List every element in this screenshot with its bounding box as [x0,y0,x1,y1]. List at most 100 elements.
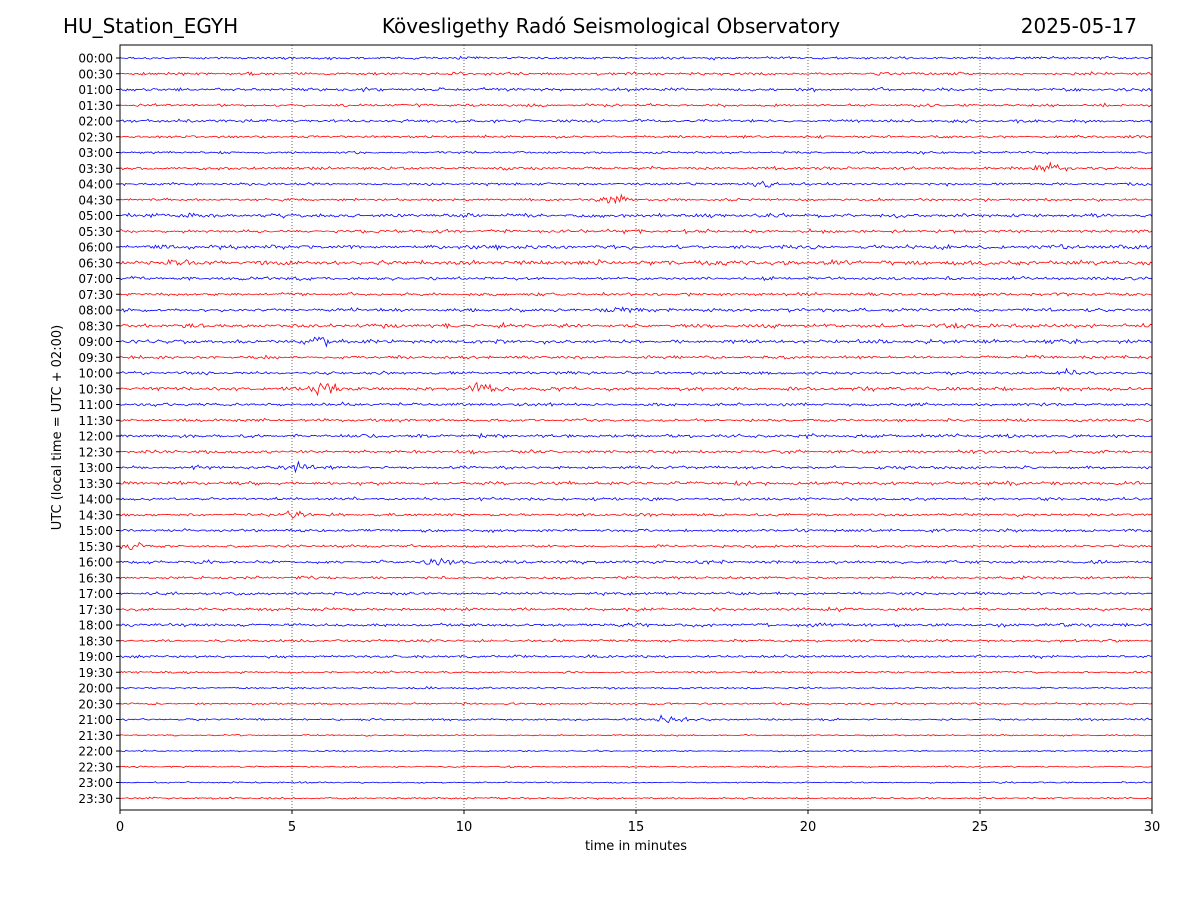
y-tick-label: 07:00 [78,272,113,286]
y-tick-label: 08:00 [78,304,113,318]
y-tick-label: 07:30 [78,288,113,302]
trace-1430 [119,510,1153,519]
y-tick-label: 05:00 [78,209,113,223]
trace-0800 [119,306,1153,314]
y-tick-label: 12:00 [78,430,113,444]
y-tick-label: 14:30 [78,508,113,522]
y-tick-label: 14:00 [78,493,113,507]
y-tick-label: 01:30 [78,99,113,113]
y-tick-label: 02:30 [78,130,113,144]
trace-0730 [119,291,1153,297]
trace-1130 [119,417,1153,423]
seismic-traces [119,55,1153,800]
y-tick-label: 06:30 [78,256,113,270]
trace-0200 [119,118,1153,124]
trace-1230 [119,449,1153,455]
y-axis-label: UTC (local time = UTC + 02:00) [50,325,65,530]
y-tick-label: 22:30 [78,760,113,774]
trace-0100 [119,86,1153,93]
trace-2030 [119,701,1153,706]
trace-1200 [119,432,1153,440]
trace-0400 [119,180,1153,188]
y-tick-label: 03:00 [78,146,113,160]
x-axis-ticks: 0 5 10 15 20 25 30 [116,810,1160,835]
trace-0600 [119,243,1153,251]
y-tick-label: 11:30 [78,414,113,428]
y-tick-label: 16:30 [78,571,113,585]
date-title: 2025-05-17 [1020,14,1137,38]
trace-0830 [119,321,1153,330]
trace-1400 [119,496,1153,502]
y-tick-label: 02:00 [78,115,113,129]
y-tick-label: 22:00 [78,745,113,759]
trace-1730 [119,606,1153,613]
y-tick-label: 04:30 [78,193,113,207]
y-tick-label: 13:00 [78,461,113,475]
trace-0030 [119,71,1153,77]
y-tick-label: 15:30 [78,540,113,554]
y-tick-label: 10:00 [78,367,113,381]
trace-1630 [119,575,1153,581]
y-tick-label: 09:00 [78,335,113,349]
y-tick-label: 03:30 [78,162,113,176]
trace-0330 [119,161,1153,173]
trace-0530 [119,228,1153,235]
trace-1030 [119,381,1153,397]
station-title: HU_Station_EGYH [63,14,239,38]
y-tick-label: 21:30 [78,729,113,743]
y-tick-label: 13:30 [78,477,113,491]
trace-0130 [119,102,1153,108]
trace-1000 [119,367,1153,376]
y-tick-label: 20:30 [78,697,113,711]
trace-1300 [119,460,1153,474]
y-tick-label: 19:00 [78,650,113,664]
trace-0300 [119,150,1153,155]
trace-2100 [119,714,1153,724]
y-tick-label: 17:30 [78,603,113,617]
y-tick-label: 10:30 [78,382,113,396]
y-tick-label: 15:00 [78,524,113,538]
y-tick-label: 23:00 [78,776,113,790]
trace-1700 [119,591,1153,596]
trace-1830 [119,638,1153,643]
y-tick-label: 01:00 [78,83,113,97]
y-tick-label: 05:30 [78,225,113,239]
y-tick-label: 12:30 [78,445,113,459]
x-axis-label: time in minutes [585,839,687,854]
y-tick-label: 16:00 [78,556,113,570]
trace-2000 [119,685,1153,690]
y-tick-label: 09:30 [78,351,113,365]
x-tick-label: 5 [288,820,296,835]
x-tick-label: 10 [456,820,473,835]
y-tick-label: 04:00 [78,178,113,192]
trace-1100 [119,401,1153,407]
trace-1900 [119,654,1153,660]
y-tick-label: 11:00 [78,398,113,412]
trace-2230 [119,765,1153,769]
observatory-title: Kövesligethy Radó Seismological Observat… [381,14,841,38]
y-tick-label: 17:00 [78,587,113,601]
trace-0700 [119,275,1153,282]
y-tick-label: 20:00 [78,682,113,696]
trace-2200 [119,749,1153,753]
y-tick-label: 06:00 [78,241,113,255]
trace-0430 [119,193,1153,205]
trace-0630 [119,258,1153,267]
trace-2330 [119,796,1153,800]
y-tick-label: 00:00 [78,52,113,66]
trace-0930 [119,354,1153,360]
trace-0900 [119,336,1153,348]
y-tick-label: 19:30 [78,666,113,680]
y-tick-label: 21:00 [78,713,113,727]
y-tick-label: 08:30 [78,319,113,333]
y-tick-label: 18:00 [78,619,113,633]
grid-lines [291,45,981,810]
x-tick-label: 0 [116,820,124,835]
y-tick-label: 23:30 [78,792,113,806]
trace-0500 [119,212,1153,219]
trace-1800 [119,622,1153,628]
x-tick-label: 15 [628,820,645,835]
trace-1600 [119,557,1153,566]
